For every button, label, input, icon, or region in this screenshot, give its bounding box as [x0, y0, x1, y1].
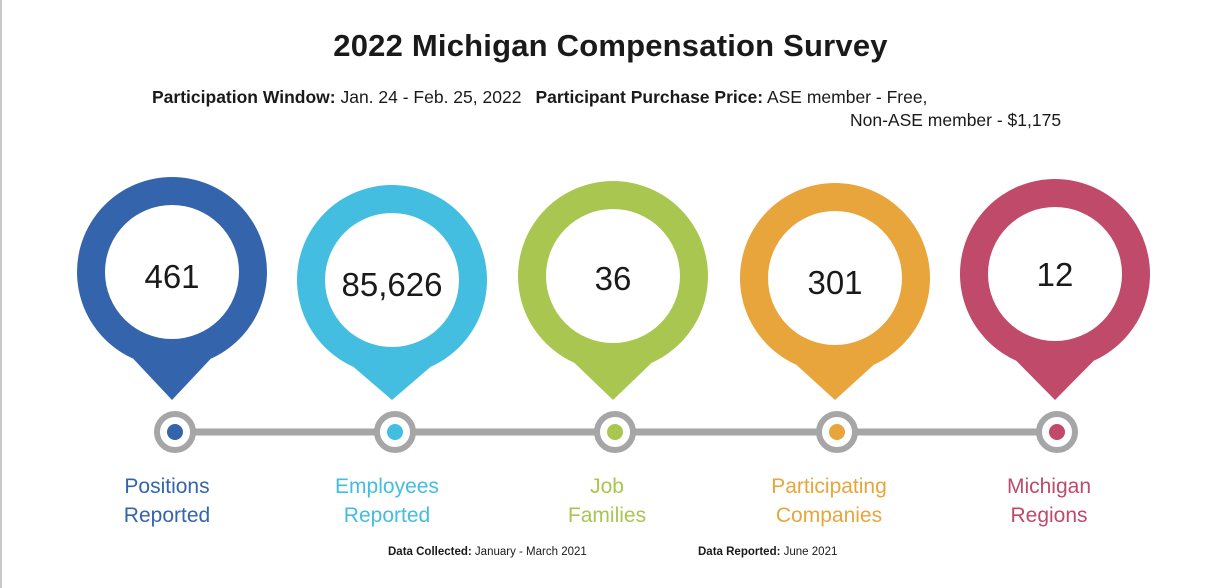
stat-label: Job Families	[507, 472, 707, 530]
stat-label-line-2: Regions	[1010, 504, 1088, 527]
stat-value: 36	[594, 260, 632, 297]
stat-label-line-2: Reported	[343, 504, 431, 527]
stat-label-line-2: Reported	[123, 504, 211, 527]
stat-label-line-1: Employees	[335, 475, 439, 498]
stat-pin	[740, 183, 930, 400]
stat-label-line-1: Michigan	[1006, 475, 1092, 498]
window-value: Jan. 24 - Feb. 25, 2022	[340, 87, 522, 107]
price-line-1: ASE member - Free,	[766, 87, 928, 107]
left-border	[0, 0, 2, 588]
data-reported: Data Reported: June 2021	[698, 546, 837, 558]
stat-label-line-1: Participating	[771, 475, 887, 498]
stat-pin	[960, 179, 1150, 400]
pin-center	[768, 211, 902, 345]
data-collected: Data Collected: January - March 2021	[388, 546, 587, 558]
node-dot	[607, 424, 623, 440]
page-title: 2022 Michigan Compensation Survey	[333, 28, 888, 63]
collected-value: January - March 2021	[474, 546, 587, 558]
timeline-node	[1036, 411, 1078, 453]
timeline-node	[594, 411, 636, 453]
pin-center	[988, 207, 1122, 341]
reported-value: June 2021	[783, 546, 838, 558]
pin-center	[546, 209, 680, 343]
stat-value: 301	[807, 264, 863, 301]
node-dot	[387, 424, 403, 440]
collected-label: Data Collected:	[388, 546, 472, 558]
stat-pin	[77, 177, 267, 400]
timeline-node	[816, 411, 858, 453]
stat-label: Michigan Regions	[949, 472, 1149, 530]
pin-pointer	[796, 364, 874, 400]
stat-label-line-2: Companies	[775, 504, 883, 527]
stat-pin	[297, 185, 487, 400]
stat-label-line-1: Job	[590, 475, 624, 498]
timeline-node	[374, 411, 416, 453]
pin-pointer	[133, 358, 211, 400]
node-dot	[1049, 424, 1065, 440]
reported-label: Data Reported:	[698, 546, 781, 558]
pin-pointer	[353, 366, 431, 400]
stat-label: Participating Companies	[729, 472, 929, 530]
price-line-2: Non-ASE member - $1,175	[850, 110, 1062, 130]
stat-label-line-2: Families	[567, 504, 647, 527]
stat-value: 461	[144, 258, 200, 295]
pin-center	[325, 213, 459, 347]
stat-value: 85,626	[341, 266, 443, 303]
stat-value: 12	[1036, 256, 1074, 293]
pin-pointer	[574, 362, 652, 400]
stat-pin	[518, 181, 708, 400]
price-label: Participant Purchase Price:	[535, 87, 764, 107]
node-dot	[167, 424, 183, 440]
stat-label: Employees Reported	[287, 472, 487, 530]
window-label: Participation Window:	[152, 87, 336, 107]
stat-label-line-1: Positions	[124, 475, 210, 498]
stat-label: Positions Reported	[67, 472, 267, 530]
pin-center	[105, 205, 239, 339]
info-line: Participation Window: Jan. 24 - Feb. 25,…	[152, 87, 927, 108]
timeline-node	[154, 411, 196, 453]
pin-pointer	[1016, 360, 1094, 400]
node-dot	[829, 424, 845, 440]
